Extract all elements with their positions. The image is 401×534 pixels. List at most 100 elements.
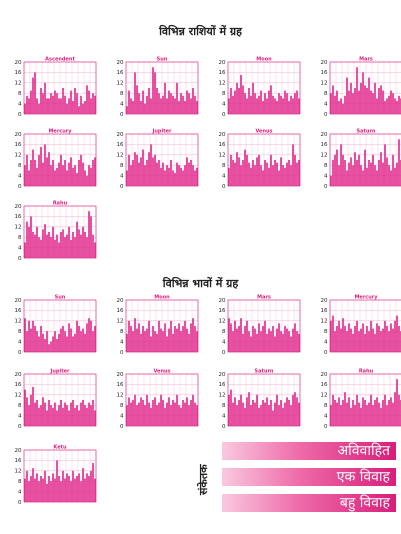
plot-frame [23,299,97,353]
bar [82,400,84,426]
bar [88,476,90,502]
bar [376,397,378,426]
bar [284,326,286,352]
y-tick-label: 20 [117,372,124,378]
bar [266,397,268,426]
bar [80,402,82,426]
bar [88,318,90,352]
y-tick-label: 8 [18,329,22,335]
bar [148,320,150,352]
bar [298,333,300,352]
y-tick-label: 20 [15,298,22,304]
bar-chart-saturn: Saturn 0 4 8 12 16 20 [321,129,401,190]
bar [236,328,238,352]
bar [94,95,96,114]
bar [386,98,388,114]
bar [92,160,94,186]
bar [174,326,176,352]
bar [272,165,274,186]
y-tick-label: 0 [18,112,22,118]
bar [26,154,28,186]
chart-title: Venus [153,369,170,375]
bar [30,90,32,114]
bar [296,331,298,352]
bar [284,90,286,114]
bar [76,476,78,502]
bar [62,326,64,352]
bar [268,405,270,426]
bar [92,331,94,352]
plot-frame [329,299,401,353]
bar [86,237,88,258]
bar [344,95,346,114]
y-tick-label: 20 [321,372,328,378]
bar [268,167,270,186]
bar [236,405,238,426]
bar [132,400,134,426]
chart-title: Rahu [53,201,68,207]
y-tick-label: 12 [15,469,22,475]
y-tick-label: 20 [219,298,226,304]
bar [54,331,56,352]
bar [62,88,64,114]
bar-chart-moon: Moon 0 4 8 12 16 20 [117,295,199,356]
bar-chart-venus: Venus 0 4 8 12 16 20 [219,129,301,190]
y-tick-label: 4 [120,101,124,107]
bar [70,239,72,258]
bar [228,167,230,186]
y-tick-label: 16 [15,382,22,388]
bar [390,170,392,186]
bar [250,95,252,114]
bar-chart-mars: Mars 0 4 8 12 16 20 [219,295,301,356]
y-tick-label: 0 [120,424,124,430]
bar [352,400,354,426]
bar [248,88,250,114]
y-tick-label: 16 [321,142,328,148]
bar [256,157,258,186]
bar [190,400,192,426]
bar [190,323,192,352]
bar [356,160,358,186]
bar [262,326,264,352]
bar [398,394,400,426]
bar [228,98,230,114]
bar [264,160,266,186]
bar [270,400,272,426]
bar [270,85,272,114]
y-tick-label: 12 [15,153,22,159]
bar [26,397,28,426]
bar [88,402,90,426]
bar [60,232,62,258]
y-tick-label: 4 [18,413,22,419]
bar [78,410,80,426]
bar [254,93,256,114]
plot-frame [329,373,401,427]
bar [158,160,160,186]
bar-chart-saturn: Saturn 0 4 8 12 16 20 [219,369,301,430]
bar [390,323,392,352]
y-tick-label: 4 [324,339,328,345]
y-tick-label: 20 [219,60,226,66]
bar [76,221,78,258]
bar [72,336,74,352]
bar [38,407,40,426]
bar [372,328,374,352]
bar [68,226,70,258]
bar [82,468,84,502]
bar [398,326,400,352]
bar [382,400,384,426]
bar [128,320,130,352]
bar [338,397,340,426]
bar [340,98,342,114]
bar [164,323,166,352]
bar [86,85,88,114]
bar [280,331,282,352]
bar [54,170,56,186]
bar [238,326,240,352]
y-tick-label: 12 [15,81,22,87]
y-tick-label: 4 [120,173,124,179]
bar [82,162,84,186]
bar [130,98,132,114]
bar [180,407,182,426]
bar [344,392,346,426]
